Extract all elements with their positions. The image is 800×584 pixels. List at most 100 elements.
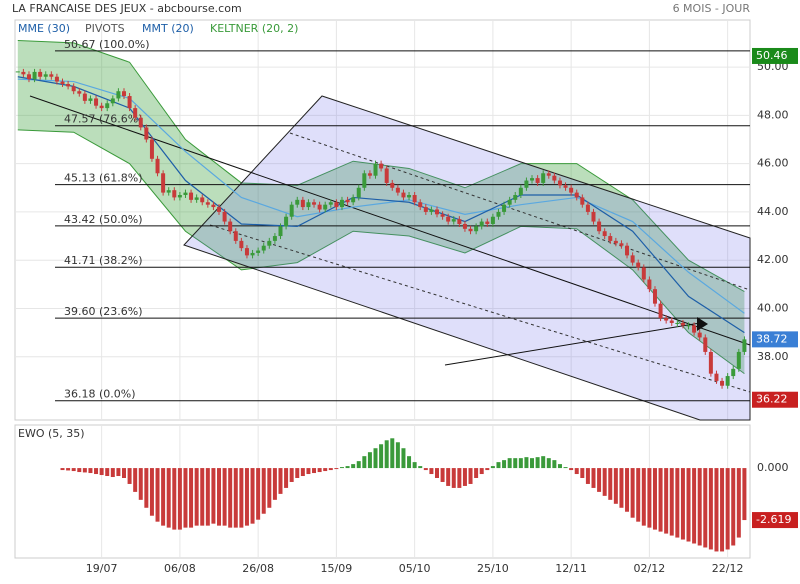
ewo-bar [278,468,283,494]
ewo-bar [105,468,110,477]
title: LA FRANCAISE DES JEUX - abcbourse.com [12,2,242,15]
candle [384,168,389,183]
candle [440,214,445,217]
ewo-bar [66,468,71,471]
legend-keltner: KELTNER (20, 2) [210,22,298,35]
candle [300,199,305,208]
ewo-bar [636,468,641,522]
candle [412,195,417,203]
ewo-bar [714,468,719,552]
candle [261,245,266,251]
candle [205,202,210,205]
ewo-bar [530,458,535,469]
candle [468,228,473,232]
candle [183,192,188,196]
candle [451,219,456,222]
ewo-bar [434,468,439,479]
channel-dash [209,224,751,393]
candle [21,71,26,75]
candle [222,211,227,222]
candle [608,236,613,241]
candle [725,376,730,386]
ewo-bar [468,468,473,484]
ewo-bar [429,468,434,475]
keltner-fill [17,40,745,374]
ewo-bar [736,468,741,538]
candle [736,351,741,369]
candle [362,173,367,188]
candle [563,185,568,188]
candle [664,318,669,321]
candle [619,243,624,246]
candle [597,221,602,232]
candle [217,207,222,212]
candle [211,204,216,208]
ewo-bar [462,468,467,486]
ewo-bar [680,468,685,540]
candle [233,231,238,241]
candle [312,202,317,205]
ewo-bar [708,468,713,550]
candle [284,216,289,227]
pivot-label: 39.60 (23.6%) [64,305,143,318]
candle [88,98,93,101]
ewo-bar [155,468,160,522]
ewo-bar [535,457,540,469]
candle [675,322,680,324]
ewo-bar [703,468,708,548]
ewo-bar [479,468,484,475]
ewo-bar [597,468,602,492]
ewo-bar [222,468,227,526]
candle [110,98,115,104]
candle [60,81,65,84]
ewo-bar [166,468,171,528]
ewo-bar [244,468,249,526]
candle [138,117,143,128]
ewo-bar [239,468,244,528]
ewo-bar [71,468,76,472]
price-marker-label: 50.46 [756,49,788,62]
candle [99,105,104,109]
x-tick-label: 02/12 [634,562,666,575]
candle [256,250,261,253]
ewo-bar [401,448,406,469]
x-tick-label: 19/07 [86,562,118,575]
candle [714,373,719,381]
candle [121,91,126,97]
ewo-bar [602,468,607,496]
ewo-bar [686,468,691,542]
pivot-label: 50.67 (100.0%) [64,38,150,51]
ewo-bar [451,468,456,488]
candle [625,245,630,256]
ewo-bar [675,468,680,538]
ewo-bar [619,468,624,508]
ewo-bar [144,468,149,508]
candle [658,303,663,319]
ewo-bar [652,468,657,530]
ewo-bar [189,468,194,528]
ewo-bar [384,440,389,469]
ewo-bar [362,456,367,469]
arrow [697,317,708,331]
ewo-bar [172,468,177,530]
candle [94,98,99,106]
ewo-bar [356,461,361,469]
ewo-bar [697,468,702,546]
candle [585,204,590,212]
regression-line [29,95,751,346]
candle [267,240,272,246]
candle [636,262,641,268]
ewo-bar [205,468,210,526]
pivot-label: 45.13 (61.8%) [64,172,143,185]
ewo-bar [692,468,697,544]
ewo-bar [569,468,574,471]
candle [356,187,361,198]
candle [239,240,244,249]
x-tick-label: 12/11 [555,562,587,575]
candle [105,103,110,109]
ewo-bar [412,462,417,469]
ewo-bar [630,468,635,518]
candle [507,199,512,205]
candle [546,173,551,176]
ewo-bar [580,468,585,479]
